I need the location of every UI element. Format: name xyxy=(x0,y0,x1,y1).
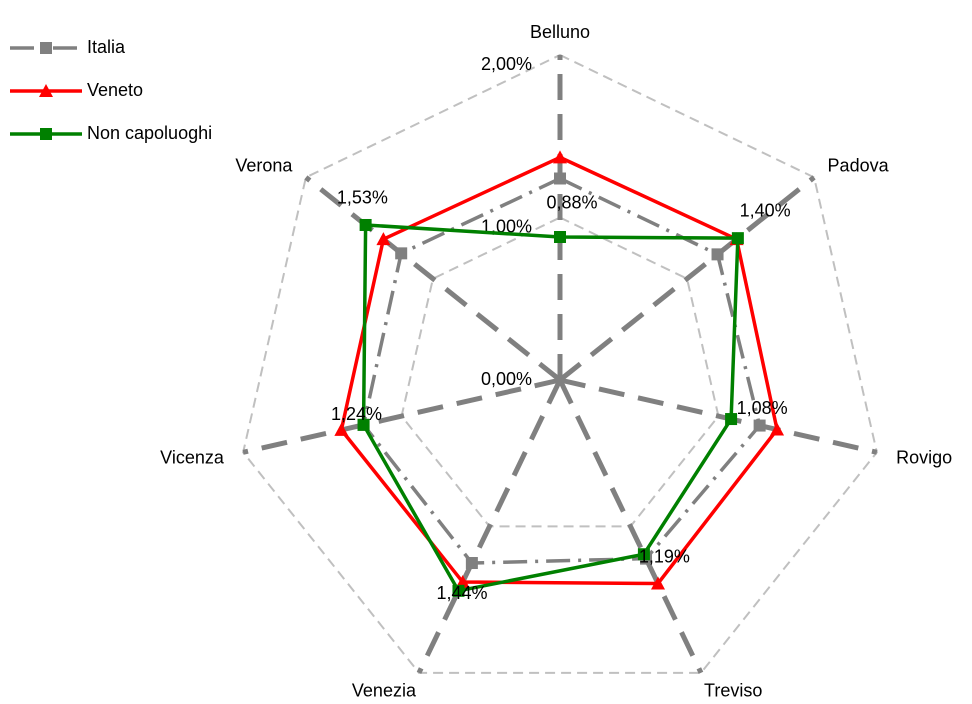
category-label: Rovigo xyxy=(896,448,952,468)
tick-label: 0,00% xyxy=(481,369,532,389)
axis-spoke xyxy=(304,175,562,382)
point-marker xyxy=(376,232,391,246)
point-marker xyxy=(731,232,744,245)
point-marker xyxy=(637,548,650,561)
data-label: 1,53% xyxy=(337,188,388,208)
point-marker xyxy=(651,576,666,590)
grid-line xyxy=(242,53,878,674)
category-label: Vicenza xyxy=(160,448,225,468)
category-label: Belluno xyxy=(530,22,590,42)
point-marker xyxy=(455,575,470,589)
legend-marker xyxy=(40,42,52,54)
series-line xyxy=(339,155,779,586)
legend-marker xyxy=(39,84,53,97)
data-label: 1,08% xyxy=(737,398,788,418)
axis-spoke xyxy=(559,377,878,455)
data-label: 1,24% xyxy=(331,404,382,424)
legend-label: Veneto xyxy=(87,80,143,100)
category-label: Padova xyxy=(828,155,890,175)
category-label: Treviso xyxy=(704,681,762,701)
legend-label: Italia xyxy=(87,37,126,57)
category-label: Verona xyxy=(235,155,293,175)
grid-line xyxy=(400,216,720,528)
point-marker xyxy=(553,150,567,164)
point-marker xyxy=(711,248,724,261)
axis-spoke xyxy=(557,378,704,674)
axis-spoke xyxy=(416,378,563,674)
point-marker xyxy=(554,172,566,185)
point-marker xyxy=(753,419,766,432)
point-marker xyxy=(465,557,478,570)
legend-label: Non capoluoghi xyxy=(87,123,212,143)
axis-spoke xyxy=(558,175,816,382)
category-label: Venezia xyxy=(352,681,417,701)
series-line xyxy=(361,176,762,565)
data-label: 1,19% xyxy=(639,547,690,567)
axis-spoke xyxy=(242,377,561,455)
series-line xyxy=(361,223,740,593)
point-marker xyxy=(359,218,372,231)
point-marker xyxy=(554,231,566,243)
data-label: 0,88% xyxy=(546,192,597,212)
point-marker xyxy=(725,413,738,426)
point-marker xyxy=(357,418,370,431)
point-marker xyxy=(334,422,349,436)
point-marker xyxy=(395,247,408,260)
data-label: 1,44% xyxy=(436,583,487,603)
tick-label: 2,00% xyxy=(481,54,532,74)
data-label: 1,40% xyxy=(740,201,791,221)
point-marker xyxy=(770,422,785,436)
legend-marker xyxy=(40,128,52,140)
point-marker xyxy=(452,584,465,597)
